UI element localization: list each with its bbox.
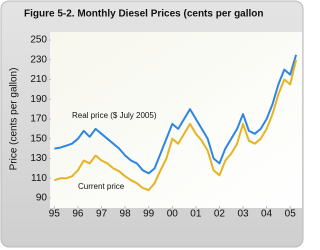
- x-tick-label: 95: [49, 209, 61, 220]
- y-axis-label: Price (cents per gallon): [9, 68, 20, 171]
- annotation: Real price ($ July 2005): [72, 111, 157, 120]
- x-tick-label: 03: [237, 209, 249, 220]
- plot-area: [50, 32, 302, 208]
- x-tick-label: 97: [96, 209, 108, 220]
- line-0: [54, 54, 298, 175]
- x-tick-label: 04: [261, 209, 273, 220]
- x-tick-label: 98: [120, 209, 132, 220]
- y-tick-label: 230: [30, 54, 47, 65]
- y-tick-label: 170: [30, 114, 47, 125]
- line-1: [54, 59, 298, 192]
- y-tick-label: 210: [30, 74, 47, 85]
- chart-title: Figure 5-2. Monthly Diesel Prices (cents…: [24, 9, 264, 20]
- chart: Figure 5-2. Monthly Diesel Prices (cents…: [0, 0, 304, 248]
- x-tick-label: 01: [190, 209, 202, 220]
- x-tick-label: 96: [72, 209, 84, 220]
- page: Figure 5-2. Monthly Diesel Prices (cents…: [0, 0, 304, 248]
- y-tick-label: 130: [30, 153, 47, 164]
- y-tick-label: 90: [36, 193, 48, 204]
- y-tick-label: 250: [30, 35, 47, 46]
- x-tick-label: 05: [285, 209, 297, 220]
- y-tick-label: 150: [30, 133, 47, 144]
- y-tick-label: 190: [30, 94, 47, 105]
- annotation: Current price: [78, 182, 125, 191]
- y-tick-label: 110: [31, 173, 47, 184]
- x-tick-label: 00: [167, 209, 179, 220]
- x-tick-label: 99: [143, 209, 155, 220]
- x-tick-label: 02: [214, 209, 226, 220]
